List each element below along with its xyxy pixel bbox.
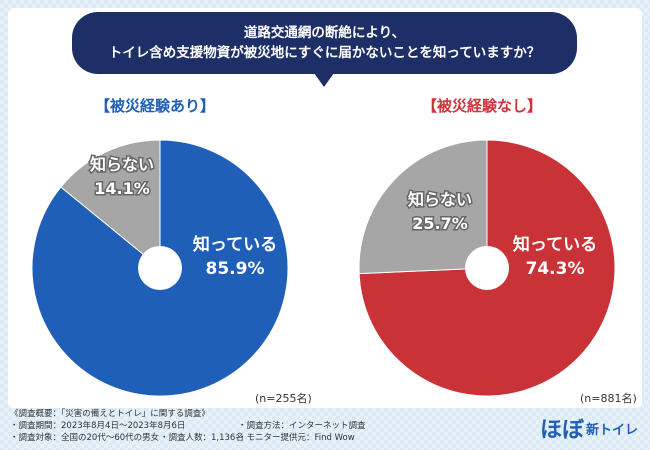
- survey-provider: ・モニター提供元：Find Wow: [238, 433, 355, 443]
- left-donut-hole: [138, 246, 182, 290]
- right-known-label: 知っている: [512, 234, 597, 255]
- question-bubble-tail: [314, 73, 334, 87]
- survey-footer: 《調査概要：「災害の備えとトイレ」に関する調査》 ・調査期間：2023年8月4日…: [10, 408, 366, 444]
- left-known-value: 85.9%: [206, 259, 265, 279]
- right-donut-hole: [465, 246, 509, 290]
- left-unknown-label: 知らない: [90, 155, 154, 174]
- right-unknown-label: 知らない: [408, 190, 472, 209]
- logo-sub: 新トイレ: [586, 422, 639, 438]
- left-known-label: 知っている: [192, 234, 277, 255]
- logo-main: ほぼ: [540, 418, 585, 443]
- right-unknown-value: 25.7%: [412, 214, 468, 233]
- left-slice-unknown: [60, 139, 161, 270]
- right-chart-title: 【被災経験なし】: [422, 97, 543, 115]
- left-sample-size: (n=255名): [255, 392, 312, 405]
- brand-logo: ほぼ 新トイレ: [540, 414, 639, 443]
- left-unknown-value: 14.1%: [94, 179, 150, 198]
- survey-count: ・調査人数：1,136名: [160, 433, 244, 443]
- question-bubble: 道路交通網の断絶により、 トイレ含め支援物資が被災地にすぐに届かないことを知って…: [72, 12, 577, 74]
- question-line-1: 道路交通網の断絶により、: [243, 25, 406, 41]
- right-slice-unknown: [358, 139, 488, 275]
- question-line-2: トイレ含め支援物資が被災地にすぐに届かないことを知っていますか？: [108, 45, 541, 61]
- right-known-value: 74.3%: [526, 259, 585, 279]
- survey-period: ・調査期間：2023年8月4日～2023年8月6日: [10, 421, 186, 431]
- survey-method: ・調査方法：インターネット調査: [238, 421, 366, 431]
- left-chart-title: 【被災経験あり】: [95, 97, 216, 115]
- survey-title: 《調査概要：「災害の備えとトイレ」に関する調査》: [10, 409, 210, 419]
- right-sample-size: (n=881名): [580, 392, 637, 405]
- survey-target: ・調査対象：全国の20代～60代の男女: [10, 433, 160, 443]
